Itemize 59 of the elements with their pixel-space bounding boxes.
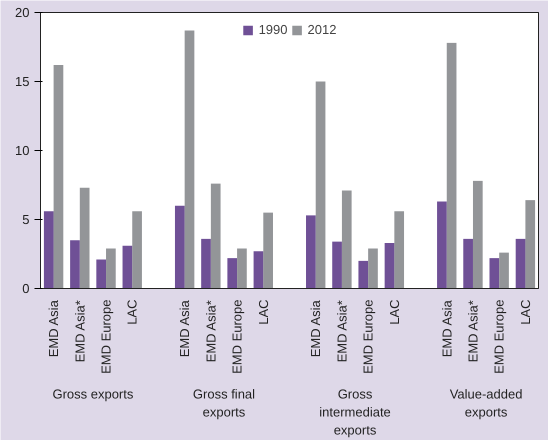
text: Gross intermediate exports bbox=[319, 386, 391, 438]
y-tick-label: 10 bbox=[15, 143, 30, 158]
bar bbox=[210, 184, 221, 288]
bar bbox=[237, 248, 247, 288]
bar bbox=[437, 202, 447, 288]
x-tick-label: EMD Europe bbox=[230, 300, 245, 374]
bar bbox=[358, 260, 368, 288]
bar bbox=[306, 215, 316, 288]
bar bbox=[263, 212, 273, 288]
bar bbox=[106, 248, 116, 288]
y-tick-label: 5 bbox=[22, 212, 30, 227]
bar bbox=[463, 238, 473, 288]
x-tick-label: LAC bbox=[124, 299, 140, 325]
bar bbox=[342, 190, 352, 288]
bar bbox=[446, 42, 456, 288]
bar bbox=[368, 248, 378, 288]
text: Value-added exports bbox=[450, 386, 522, 420]
x-tick-label: EMD Asia* bbox=[72, 300, 88, 362]
bar bbox=[80, 188, 90, 288]
bar bbox=[227, 258, 238, 288]
y-tick-label: 0 bbox=[22, 281, 30, 296]
x-tick-label: LAC bbox=[256, 299, 271, 325]
bar bbox=[384, 242, 394, 288]
x-tick-label: EMD Europe bbox=[98, 300, 114, 374]
x-tick-label: EMD Asia bbox=[46, 299, 62, 358]
x-tick-label: EMD Asia bbox=[177, 299, 192, 358]
bar bbox=[499, 252, 509, 288]
x-tick-label: EMD Asia bbox=[439, 299, 454, 358]
bar bbox=[174, 206, 185, 288]
x-tick-label: EMD Asia* bbox=[203, 300, 218, 362]
x-tick-label: LAC bbox=[386, 299, 402, 325]
y-tick-label: 15 bbox=[15, 74, 30, 89]
bar bbox=[489, 258, 500, 288]
y-tick-label: 20 bbox=[15, 5, 30, 20]
legend-label: 1990 bbox=[258, 22, 288, 37]
bar bbox=[122, 246, 132, 288]
bar bbox=[44, 211, 54, 288]
bar bbox=[332, 242, 342, 288]
bar bbox=[525, 200, 536, 288]
x-tick-label: LAC bbox=[518, 299, 533, 325]
x-tick-label: EMD Asia* bbox=[334, 300, 350, 362]
bar bbox=[96, 260, 106, 288]
x-tick-label: EMD Asia* bbox=[465, 300, 480, 362]
x-tick-label: EMD Europe bbox=[360, 300, 376, 374]
bar bbox=[254, 251, 264, 288]
bar bbox=[516, 238, 526, 288]
text: Gross exports bbox=[52, 386, 134, 402]
bar bbox=[394, 211, 404, 288]
bar bbox=[472, 180, 483, 288]
bar bbox=[70, 240, 80, 288]
bar bbox=[201, 238, 211, 288]
bar bbox=[54, 64, 64, 288]
text: Gross final exports bbox=[192, 386, 256, 420]
x-tick-label: EMD Asia bbox=[308, 299, 324, 358]
bar bbox=[316, 82, 326, 288]
bar bbox=[132, 211, 142, 288]
bar bbox=[184, 30, 194, 288]
legend-label: 2012 bbox=[308, 22, 336, 37]
x-tick-label: EMD Europe bbox=[492, 300, 507, 374]
